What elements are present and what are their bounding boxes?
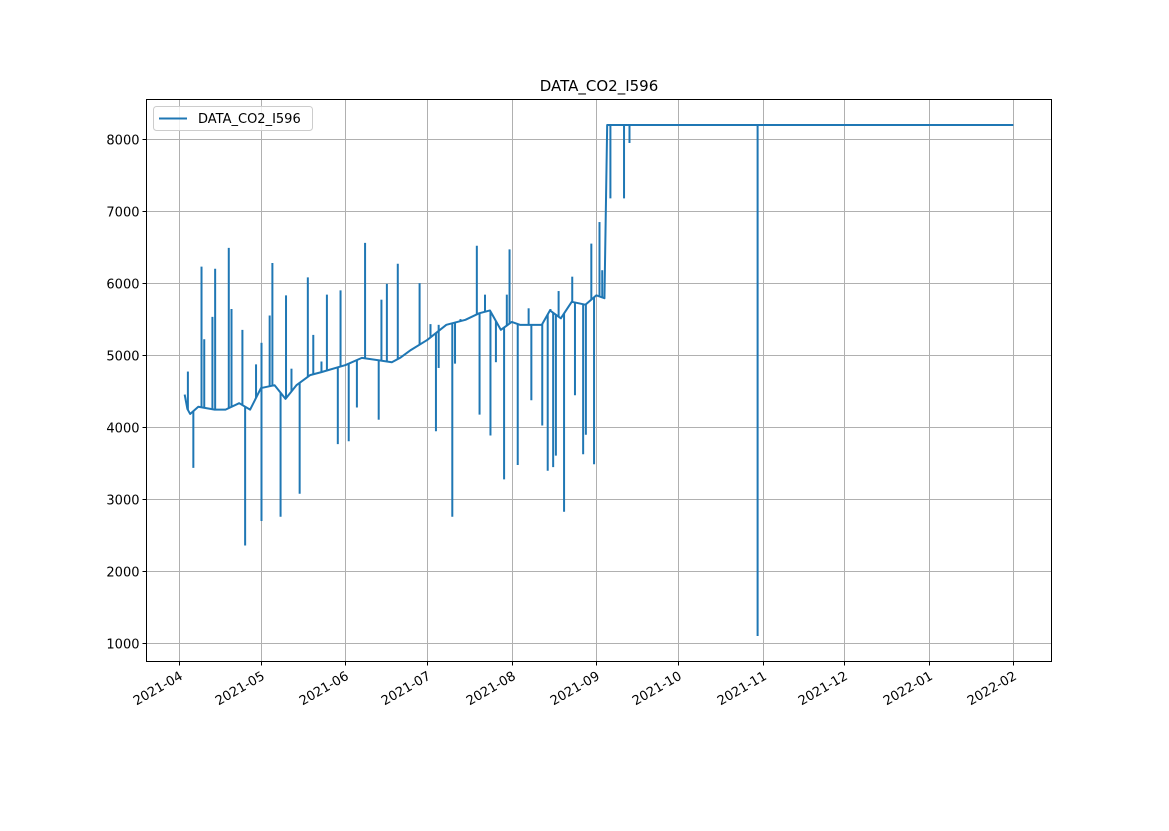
grid	[146, 99, 1052, 662]
y-axis: 1000 2000 3000 4000 5000 6000 7000 8000	[106, 134, 147, 653]
y-tick-label: 2000	[106, 566, 139, 581]
chart-title: DATA_CO2_I596	[540, 77, 659, 96]
legend-label: DATA_CO2_I596	[198, 112, 301, 127]
y-tick-label: 7000	[106, 206, 139, 221]
legend: DATA_CO2_I596	[153, 106, 313, 131]
y-tick-label: 1000	[106, 638, 139, 653]
axes-frame	[146, 99, 1052, 662]
y-tick-label: 3000	[106, 494, 139, 509]
y-tick-label: 4000	[106, 422, 139, 437]
y-tick-label: 8000	[106, 134, 139, 149]
series-line-baseline	[183, 124, 1014, 415]
y-tick-label: 5000	[106, 350, 139, 365]
plot-area	[183, 124, 1014, 637]
y-tick-label: 6000	[106, 278, 139, 293]
legend-box	[153, 106, 313, 131]
